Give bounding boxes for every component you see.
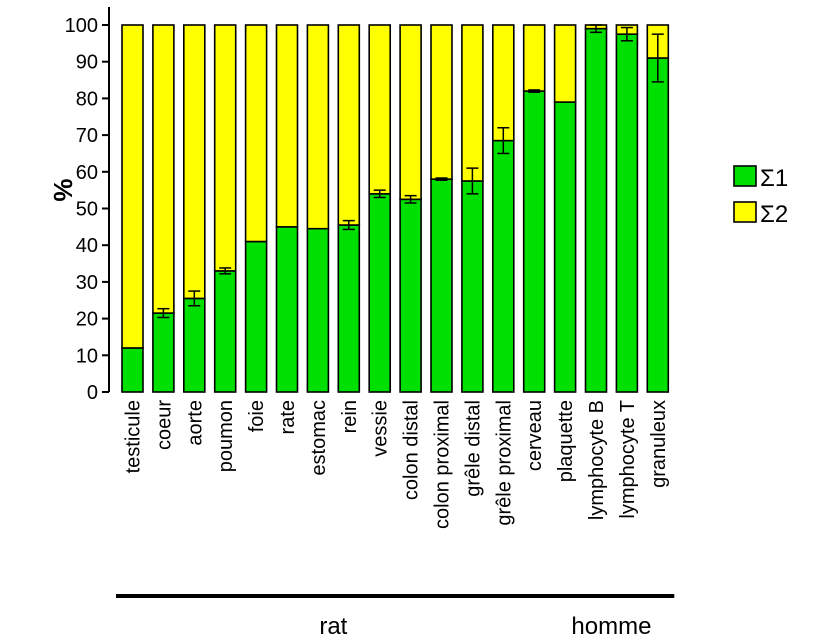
bar-segment-sigma2 xyxy=(522,24,546,92)
y-tick-label: 40 xyxy=(76,235,98,257)
y-tick-label: 70 xyxy=(76,125,98,147)
x-tick-label: coeur xyxy=(153,400,175,450)
x-tick-label: testicule xyxy=(123,400,145,473)
x-tick-label: colon distal xyxy=(401,400,423,500)
y-tick-label: 20 xyxy=(76,309,98,331)
bars xyxy=(121,24,670,393)
bar-segment-sigma2 xyxy=(368,24,392,195)
x-tick-labels: testicule coeur aorte poumon foie rate estomac… xyxy=(123,400,670,529)
x-tick-label: cerveau xyxy=(524,400,546,471)
y-tick-label: 80 xyxy=(76,88,98,110)
legend-swatch xyxy=(733,165,757,187)
x-tick-label: grêle distal xyxy=(462,400,484,497)
x-tick-label: plaquette xyxy=(555,400,577,482)
y-tick-label: 30 xyxy=(76,272,98,294)
bar-segment-sigma1 xyxy=(244,240,268,393)
x-tick-label: lymphocyte B xyxy=(586,400,608,520)
bar-segment-sigma1 xyxy=(121,347,144,393)
bar-segment-sigma1 xyxy=(399,198,422,393)
legend-label: Σ2 xyxy=(760,201,788,228)
bar-segment-sigma1 xyxy=(646,57,670,393)
bar-segment-sigma2 xyxy=(213,24,237,272)
y-axis: 0 10 20 30 40 50 60 70 80 90 100 xyxy=(65,7,110,404)
x-tick-label: colon proximal xyxy=(432,400,454,529)
group-label: rat xyxy=(319,613,347,640)
bar-segment-sigma2 xyxy=(430,24,453,180)
y-tick-label: 60 xyxy=(76,162,98,184)
bar-segment-sigma1 xyxy=(615,33,639,393)
y-tick-label: 50 xyxy=(76,199,98,221)
bar-segment-sigma2 xyxy=(275,24,299,228)
y-tick-label: 100 xyxy=(65,15,98,37)
legend-label: Σ1 xyxy=(760,165,788,192)
bar-segment-sigma1 xyxy=(430,178,453,393)
group-brackets: rat homme xyxy=(116,594,675,640)
x-tick-label: vessie xyxy=(370,400,392,457)
bar-segment-sigma2 xyxy=(183,24,206,300)
x-tick-label: estomac xyxy=(308,400,330,476)
bar-segment-sigma1 xyxy=(213,270,237,393)
bar-segment-sigma1 xyxy=(275,226,299,393)
bar-segment-sigma1 xyxy=(584,27,608,393)
x-tick-label: granuleux xyxy=(648,400,670,488)
bar-segment-sigma1 xyxy=(306,227,330,393)
legend-swatch xyxy=(733,201,757,223)
bar-segment-sigma2 xyxy=(152,24,175,314)
y-tick-label: 90 xyxy=(76,52,98,74)
bar-segment-sigma2 xyxy=(306,24,330,230)
bar-segment-sigma2 xyxy=(553,24,577,103)
bar-segment-sigma1 xyxy=(522,90,546,393)
bar-segment-sigma1 xyxy=(183,297,206,393)
x-tick-label: rein xyxy=(339,400,361,433)
x-tick-label: poumon xyxy=(215,400,237,472)
bar-segment-sigma2 xyxy=(337,24,361,226)
bar-segment-sigma2 xyxy=(461,24,484,182)
bar-segment-sigma2 xyxy=(121,24,144,349)
x-tick-label: aorte xyxy=(184,400,206,446)
bar-segment-sigma1 xyxy=(461,180,484,393)
bar-segment-sigma2 xyxy=(244,24,268,243)
x-tick-label: rate xyxy=(277,400,299,434)
group-label: homme xyxy=(571,613,651,640)
bar-segment-sigma1 xyxy=(152,312,175,393)
y-tick-label: 10 xyxy=(76,345,98,367)
bar-segment-sigma1 xyxy=(368,193,392,393)
error-bars xyxy=(157,24,664,319)
y-axis-label: % xyxy=(48,178,78,201)
bar-segment-sigma1 xyxy=(553,101,577,393)
bar-segment-sigma1 xyxy=(491,139,515,393)
bar-segment-sigma1 xyxy=(337,224,361,393)
y-tick-label: 0 xyxy=(87,382,98,404)
x-tick-label: grêle proximal xyxy=(493,400,515,526)
bar-segment-sigma2 xyxy=(399,24,422,201)
x-tick-label: lymphocyte T xyxy=(617,400,639,519)
x-tick-label: foie xyxy=(246,400,268,432)
bar-segment-sigma2 xyxy=(491,24,515,142)
